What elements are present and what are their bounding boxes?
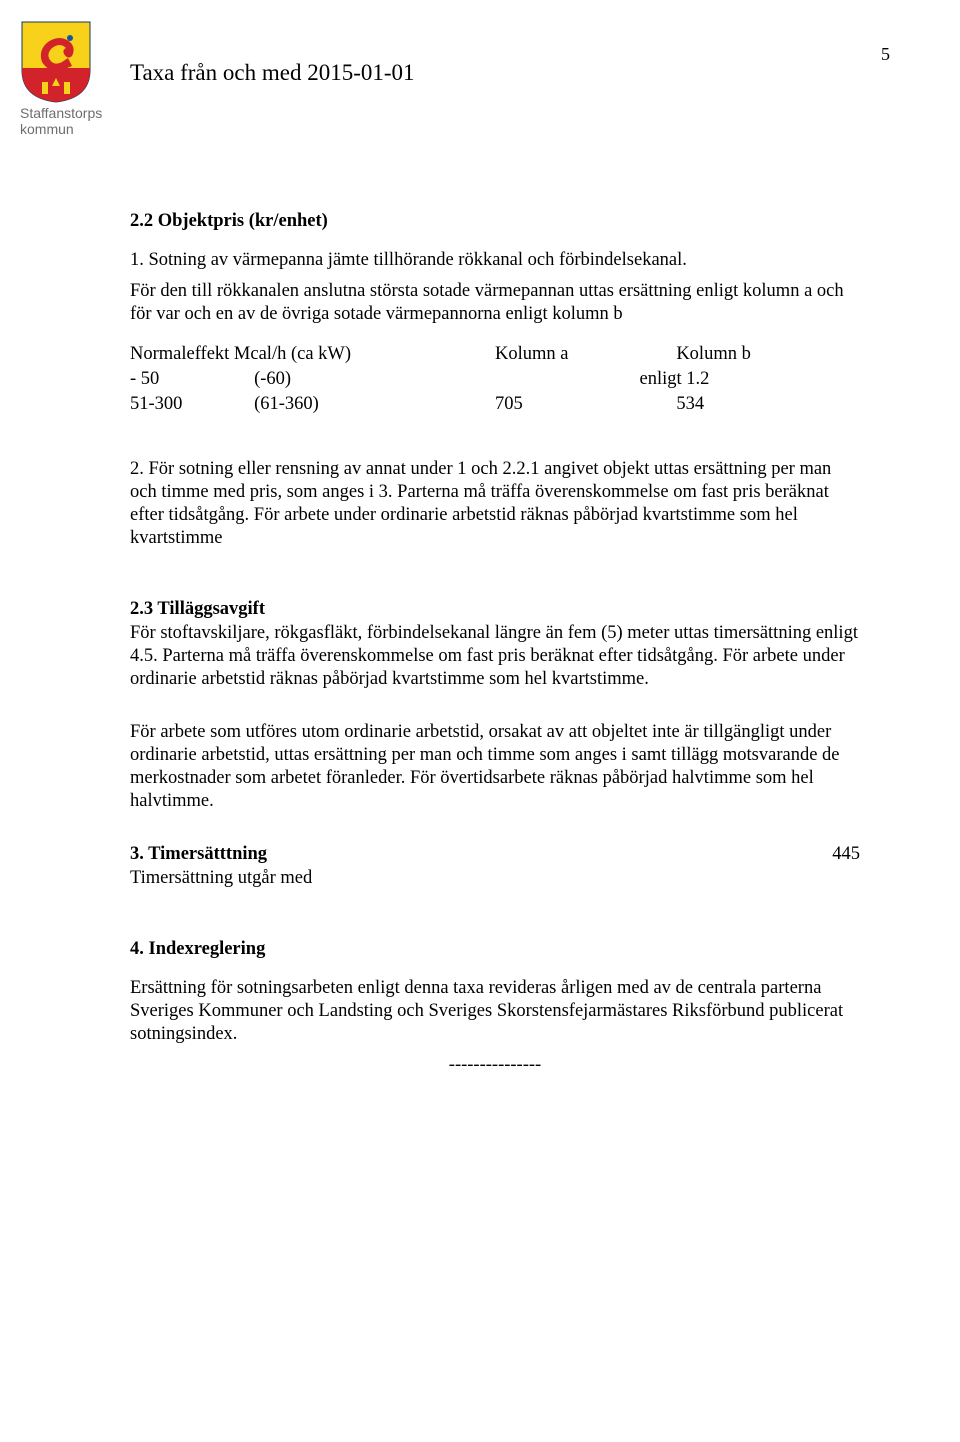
cell: 51-300 xyxy=(130,393,254,418)
cell: enligt 1.2 xyxy=(495,368,860,393)
cell: - 50 xyxy=(130,368,254,393)
cell: 534 xyxy=(676,393,860,418)
s3-body: Timersättning utgår med xyxy=(130,867,860,890)
heading-2-3: 2.3 Tilläggsavgift xyxy=(130,599,265,619)
th-left: Normaleffekt Mcal/h (ca kW) xyxy=(130,343,495,368)
org-name: Staffanstorps kommun xyxy=(20,105,102,137)
page-number: 5 xyxy=(881,44,890,65)
th-b: Kolumn b xyxy=(676,343,860,368)
coat-of-arms-icon xyxy=(20,20,92,104)
s2-3-p2: För arbete som utföres utom ordinarie ar… xyxy=(130,721,860,814)
content: 2.2 Objektpris (kr/enhet) 1. Sotning av … xyxy=(130,210,860,1077)
s4-body: Ersättning för sotningsarbeten enligt de… xyxy=(130,977,860,1046)
s2-2-p1: 1. Sotning av värmepanna jämte tillhöran… xyxy=(130,249,860,272)
table-row: Normaleffekt Mcal/h (ca kW) Kolumn a Kol… xyxy=(130,343,860,368)
cell: (61-360) xyxy=(254,393,495,418)
timersattning-value: 445 xyxy=(832,843,860,866)
table-row: - 50 (-60) enligt 1.2 xyxy=(130,368,860,393)
header xyxy=(20,20,92,104)
org-line1: Staffanstorps xyxy=(20,105,102,121)
tariff-table: Normaleffekt Mcal/h (ca kW) Kolumn a Kol… xyxy=(130,343,860,418)
org-line2: kommun xyxy=(20,121,102,137)
s2-3-p1: För stoftavskiljare, rökgasfläkt, förbin… xyxy=(130,622,860,691)
document-title: Taxa från och med 2015-01-01 xyxy=(130,60,415,86)
heading-2-2: 2.2 Objektpris (kr/enhet) xyxy=(130,211,328,231)
divider: --------------- xyxy=(130,1054,860,1077)
th-a: Kolumn a xyxy=(495,343,676,368)
table-row: 51-300 (61-360) 705 534 xyxy=(130,393,860,418)
heading-3: 3. Timersätttning xyxy=(130,844,267,864)
cell: 705 xyxy=(495,393,676,418)
s2-2-p2: För den till rökkanalen anslutna största… xyxy=(130,280,860,326)
page: Staffanstorps kommun Taxa från och med 2… xyxy=(0,0,960,1442)
cell: (-60) xyxy=(254,368,495,393)
heading-4: 4. Indexreglering xyxy=(130,939,265,959)
s2-2-p3: 2. För sotning eller rensning av annat u… xyxy=(130,458,860,551)
